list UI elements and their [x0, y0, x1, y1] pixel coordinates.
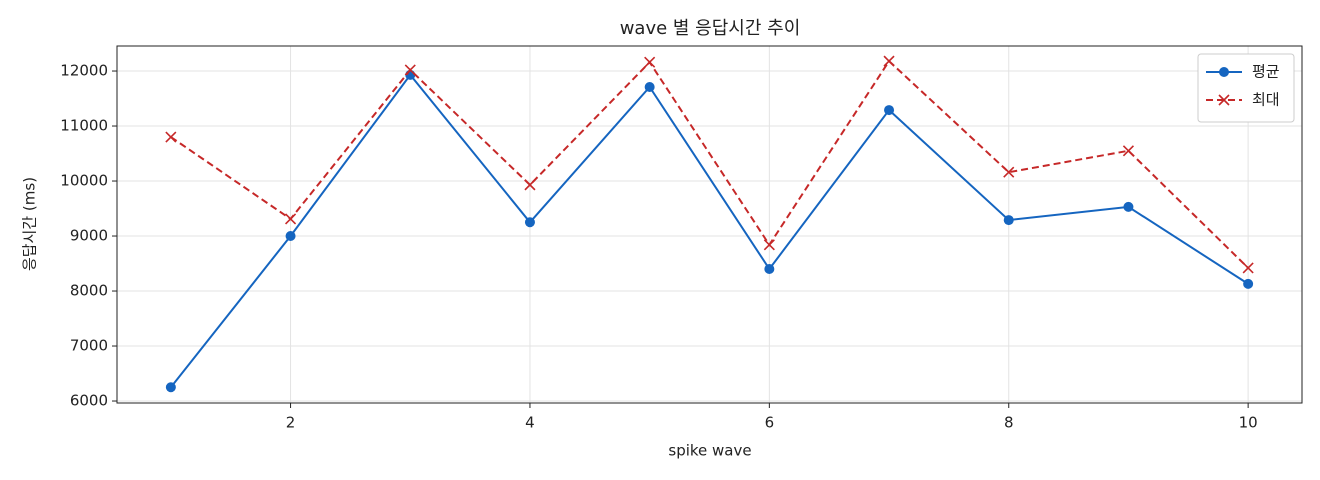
- legend-label: 평균: [1252, 63, 1280, 81]
- x-tick-label: 6: [765, 414, 775, 432]
- data-point: [404, 64, 416, 76]
- legend-marker: [1219, 67, 1229, 77]
- legend-label: 최대: [1252, 91, 1280, 109]
- x-tick-label: 10: [1239, 414, 1258, 432]
- series-line: [170, 59, 1249, 269]
- data-point: [1243, 278, 1254, 289]
- data-point: [884, 105, 895, 116]
- data-point: [165, 131, 177, 143]
- data-point: [644, 81, 655, 92]
- x-tick-label: 2: [286, 414, 296, 432]
- data-point: [1003, 166, 1015, 178]
- y-tick-label: 9000: [70, 227, 108, 245]
- data-point: [165, 382, 176, 393]
- data-point: [1123, 201, 1134, 212]
- y-axis-label: 응답시간 (ms): [21, 177, 39, 271]
- x-tick-label: 4: [525, 414, 535, 432]
- data-point: [644, 56, 656, 68]
- data-point: [883, 55, 895, 67]
- data-point: [1242, 262, 1254, 274]
- data-point: [284, 213, 297, 225]
- y-tick-label: 8000: [70, 282, 108, 300]
- legend-marker: [1218, 94, 1230, 106]
- x-axis-label: spike wave: [668, 442, 751, 460]
- data-point: [1122, 145, 1135, 157]
- data-point: [524, 179, 536, 191]
- data-point: [1003, 215, 1014, 226]
- y-tick-label: 6000: [70, 392, 108, 410]
- x-tick-label: 8: [1004, 414, 1014, 432]
- series-line: [170, 73, 1249, 388]
- data-point: [763, 239, 775, 251]
- y-tick-label: 12000: [60, 62, 108, 80]
- data-point: [285, 231, 296, 242]
- data-point: [764, 264, 775, 275]
- y-tick-label: 7000: [70, 337, 108, 355]
- chart-title: wave 별 응답시간 추이: [620, 18, 801, 39]
- y-tick-label: 10000: [60, 172, 108, 190]
- data-point: [524, 217, 535, 228]
- y-tick-label: 11000: [60, 117, 108, 135]
- plot-frame: [116, 45, 1303, 404]
